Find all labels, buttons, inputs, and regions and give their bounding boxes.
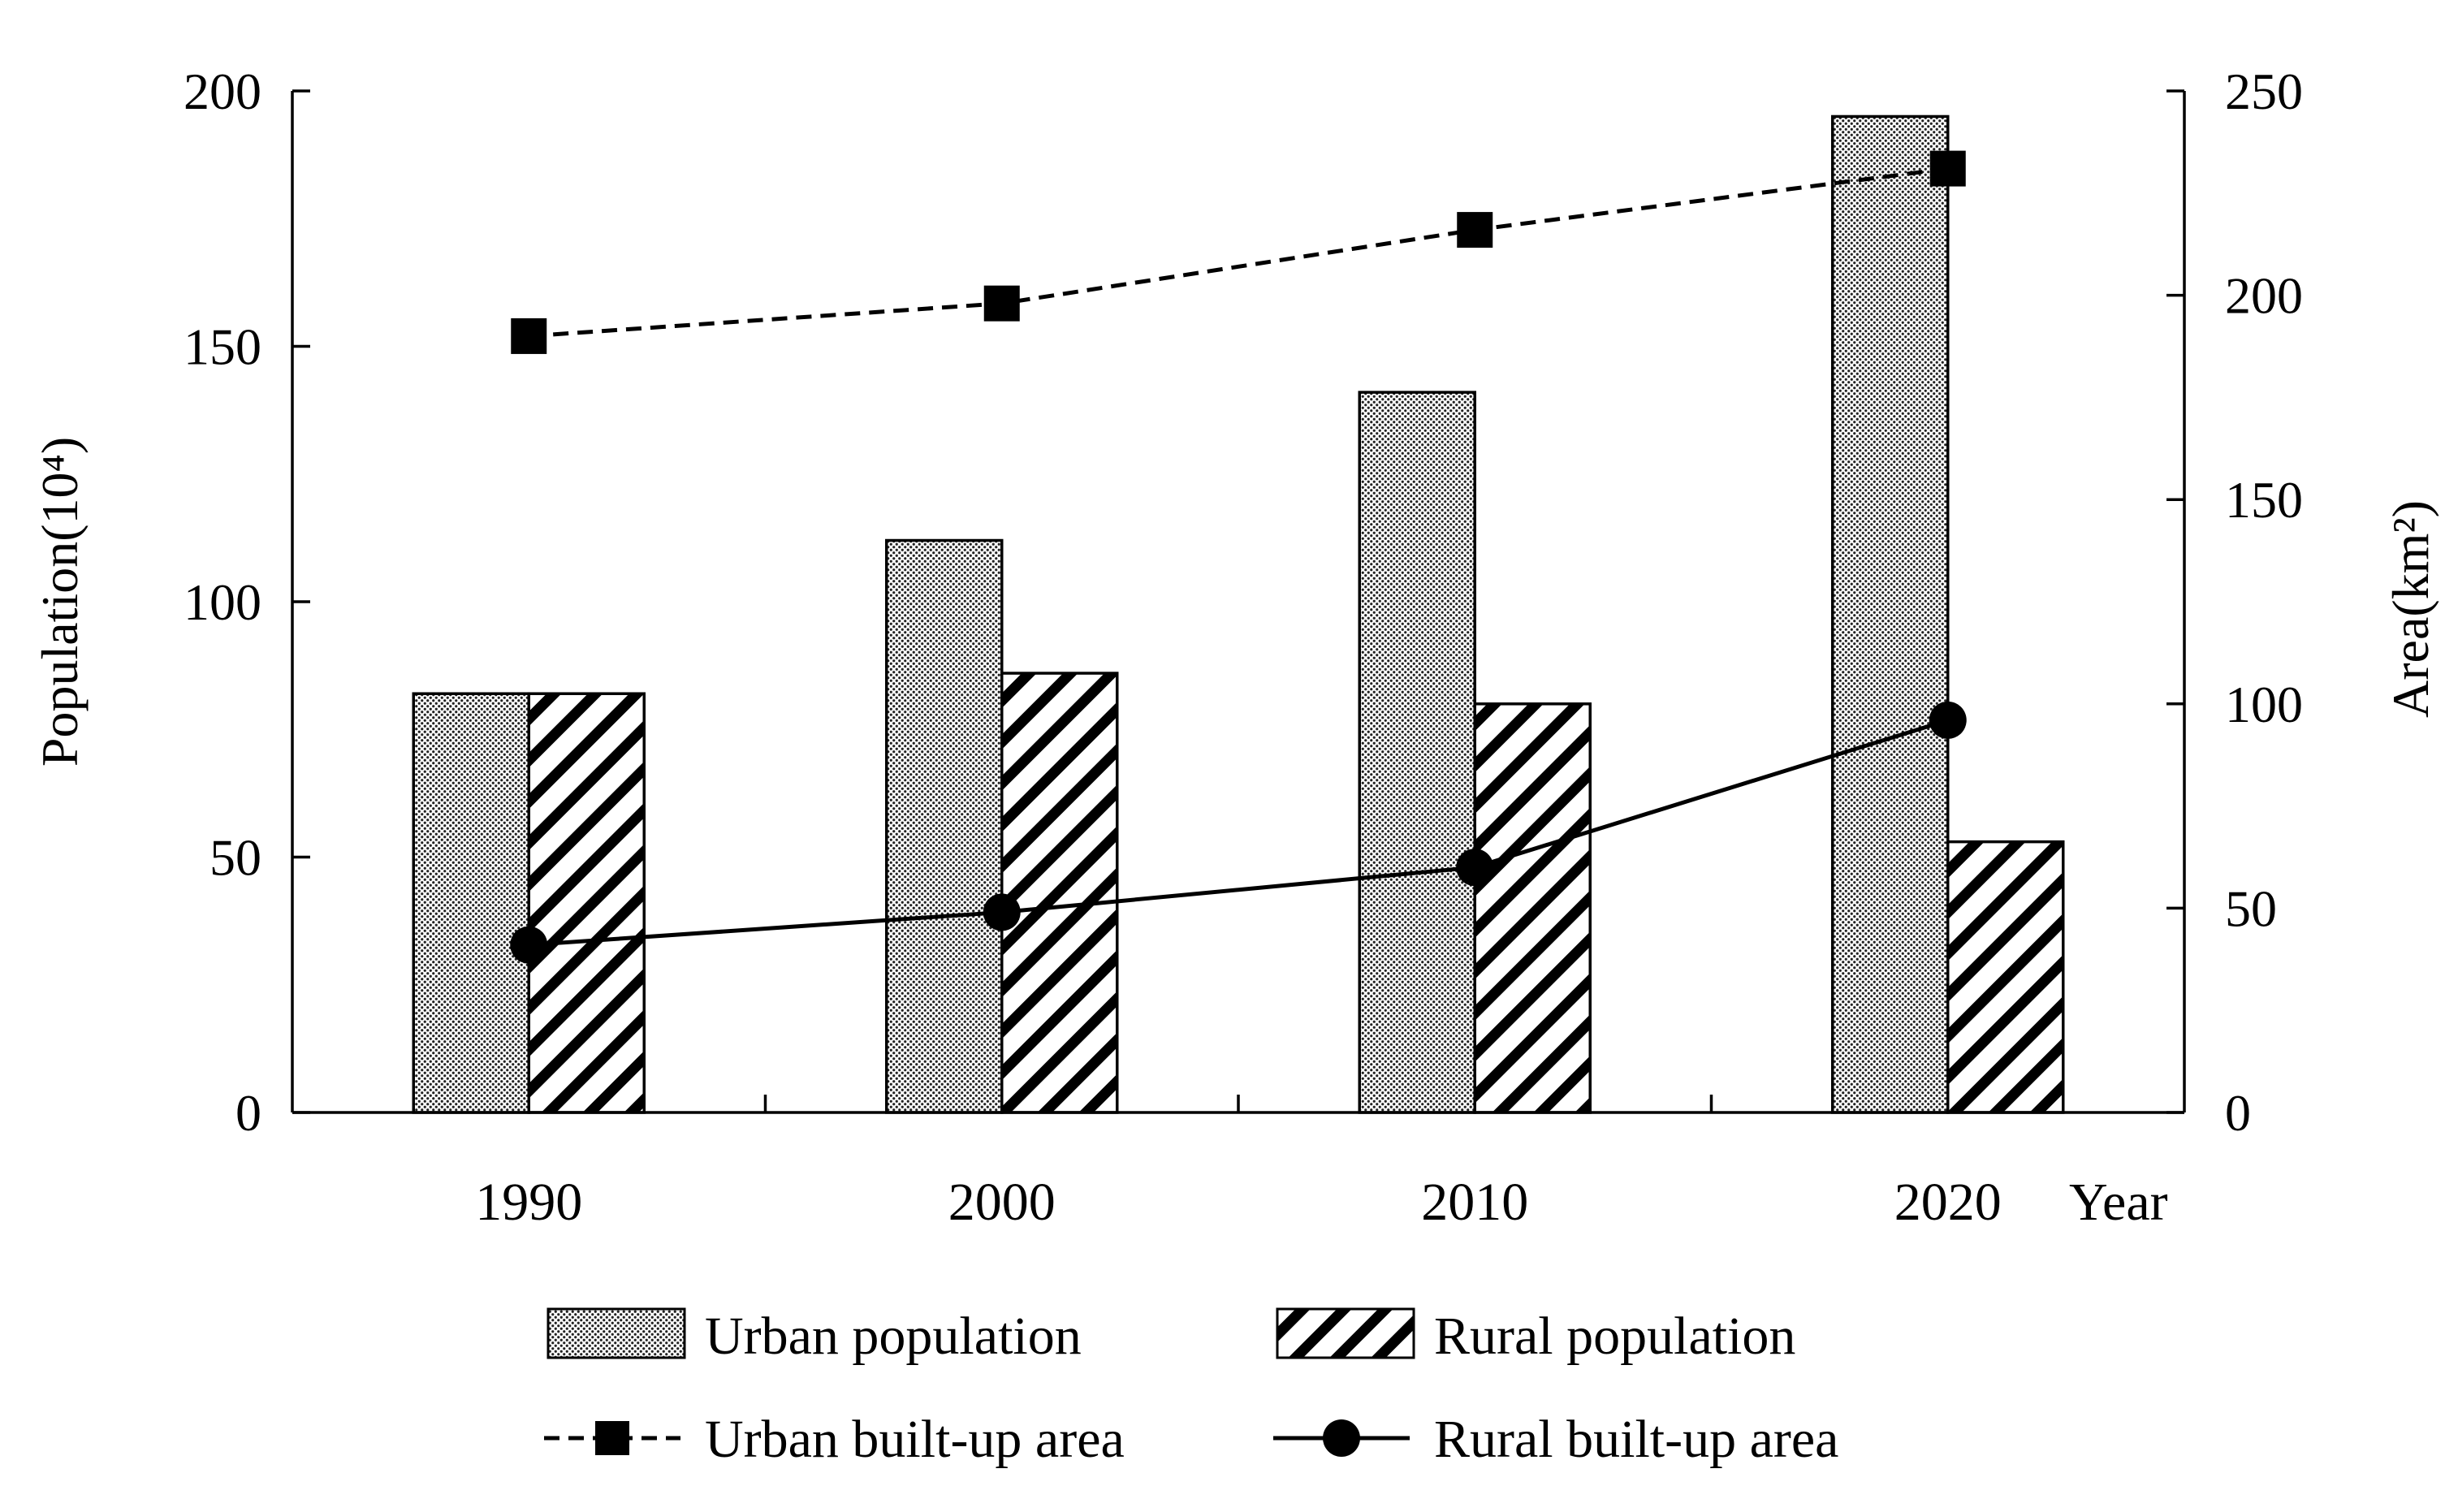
rural-built-up-area-point <box>1929 701 1967 739</box>
y-axis-title: Population(10⁴) <box>31 437 89 767</box>
y-right-tick-label: 100 <box>2225 676 2303 733</box>
legend-label-urban-built-up-area: Urban built-up area <box>705 1410 1125 1469</box>
y-right-tick-label: 200 <box>2225 267 2303 325</box>
rural-population-bar <box>527 692 646 1114</box>
urban-population-bar <box>412 692 530 1114</box>
legend-swatch-urban-population <box>546 1307 686 1359</box>
plot-area <box>412 114 2065 1114</box>
x-tick-label: 1990 <box>475 1173 582 1232</box>
y-right-tick-label: 0 <box>2225 1084 2251 1142</box>
y-tick-label: 100 <box>184 573 261 631</box>
x-axis-title: Year <box>2069 1173 2168 1232</box>
urban-population-bar <box>1831 114 1950 1114</box>
legend-label-urban-population: Urban population <box>705 1307 1082 1366</box>
rural-population-bar <box>1000 672 1119 1114</box>
legend-label-rural-built-up-area: Rural built-up area <box>1434 1410 1838 1469</box>
legend-swatch-urban-built-up-marker <box>595 1421 629 1455</box>
rural-built-up-area-point <box>510 926 548 964</box>
x-tick-label: 2010 <box>1421 1173 1528 1232</box>
legend-swatch-rural-built-up-marker <box>1323 1419 1360 1457</box>
y-right-tick-label: 150 <box>2225 471 2303 529</box>
urban-population-bar <box>885 538 1004 1114</box>
rural-population-bar <box>1473 702 1592 1114</box>
legend-swatch-rural-population <box>1276 1307 1415 1359</box>
urban-built-up-area-point <box>983 285 1020 322</box>
legend: Urban population Rural population Urban … <box>544 1307 1838 1469</box>
rural-built-up-area-point <box>1456 849 1494 887</box>
y-right-tick-label: 250 <box>2225 63 2303 120</box>
y-tick-label: 0 <box>235 1084 261 1142</box>
urban-built-up-area-line <box>529 166 1949 339</box>
rural-built-up-area-point <box>983 893 1021 931</box>
rural-population-bar <box>1946 840 2065 1114</box>
rural-built-up-area-line <box>529 718 1949 948</box>
x-tick-label: 2020 <box>1894 1173 2002 1232</box>
urban-built-up-area-point <box>511 318 547 354</box>
urban-population-bar <box>1358 391 1476 1114</box>
urban-built-up-area-point <box>1929 150 1966 187</box>
legend-label-rural-population: Rural population <box>1434 1307 1795 1366</box>
x-tick-label: 2000 <box>948 1173 1056 1232</box>
y-right-tick-label: 50 <box>2225 879 2277 937</box>
y-tick-label: 200 <box>184 63 261 120</box>
urban-built-up-area-point <box>1457 212 1493 248</box>
y-tick-label: 50 <box>210 829 261 887</box>
y-axis-title-right: Area(km²) <box>2382 500 2439 718</box>
y-tick-label: 150 <box>184 318 261 376</box>
